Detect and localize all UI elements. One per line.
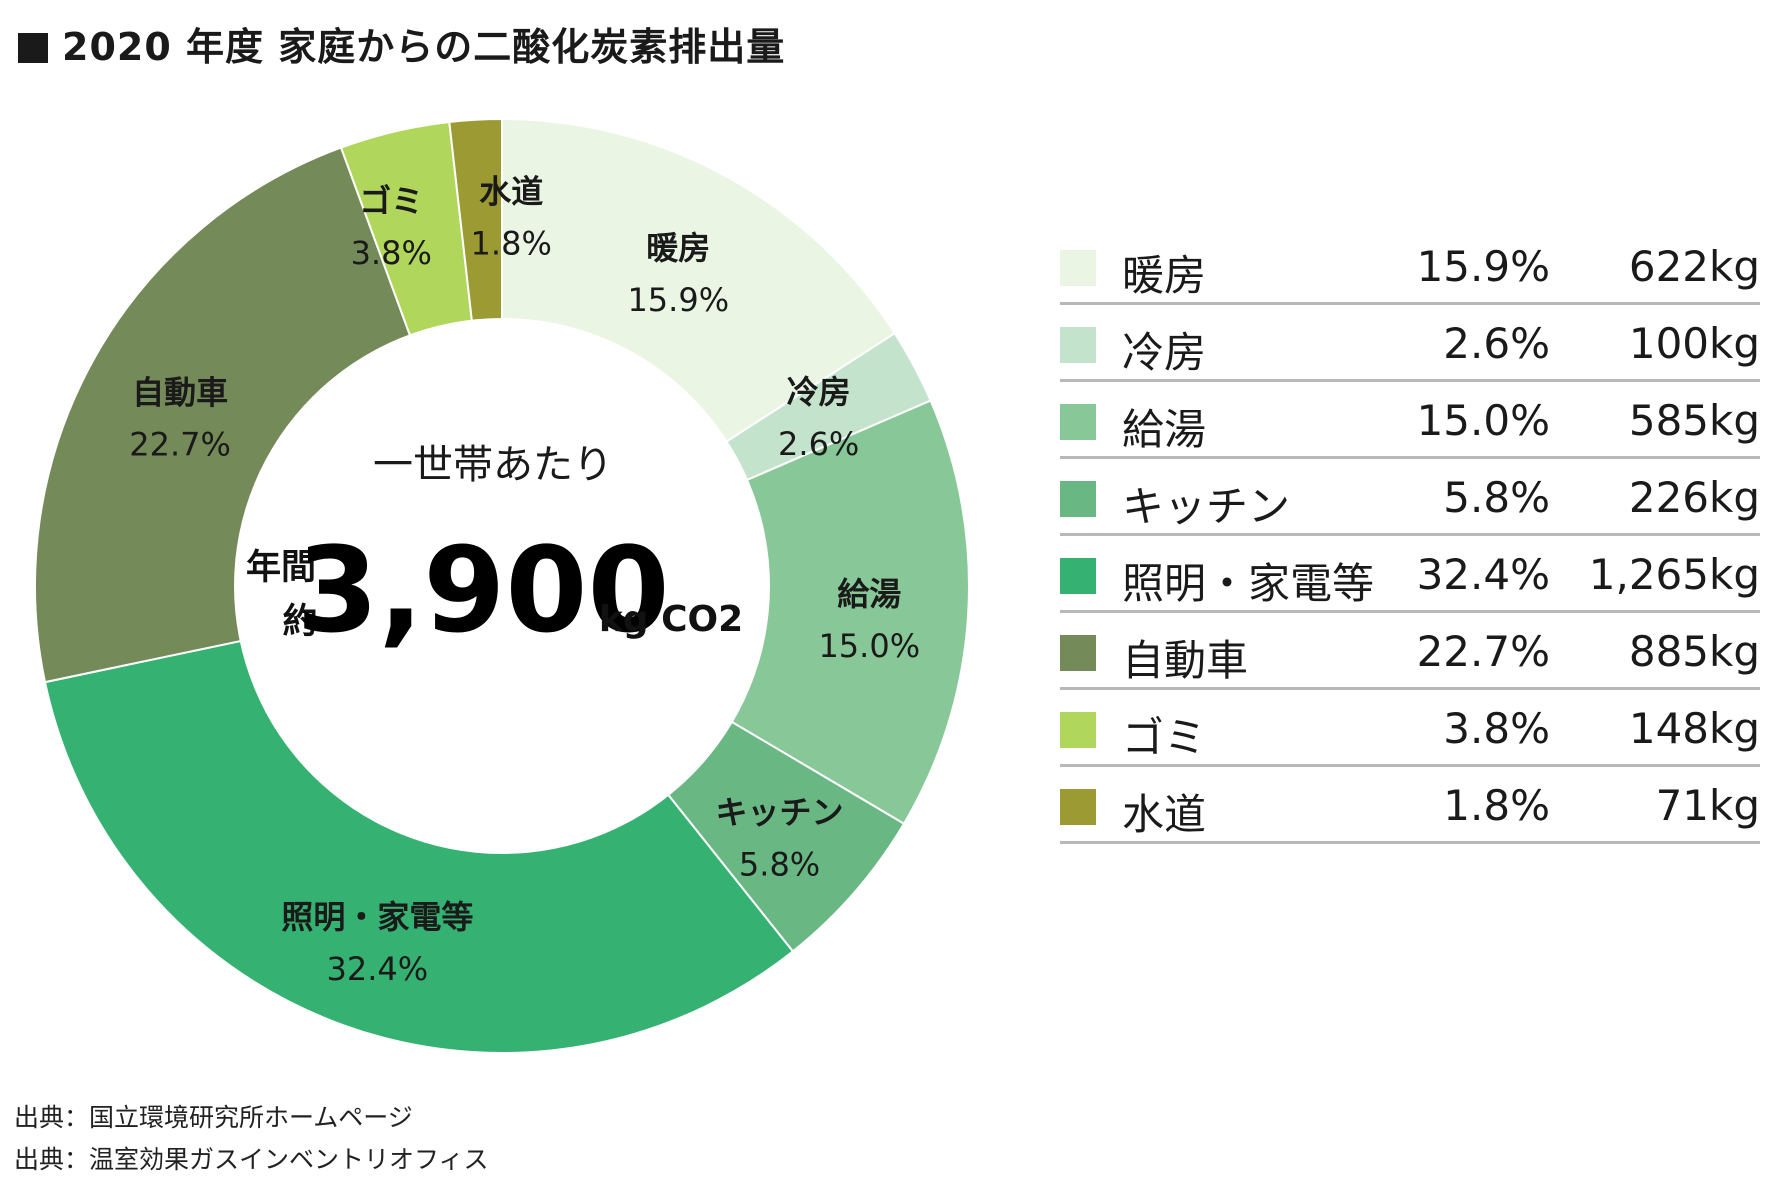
slice-percent-3: 5.8% [739,846,820,884]
slice-percent-7: 1.8% [471,225,552,263]
legend-percent: 5.8% [1443,473,1550,522]
slice-label-3: キッチン [716,794,844,832]
source-note-2: 出典：温室効果ガスインベントリオフィス [14,1145,489,1174]
legend-kg: 148kg [1628,704,1760,753]
legend-swatch [1060,558,1096,594]
title-square-icon [18,33,48,63]
slice-label-5: 自動車 [132,374,228,412]
legend: 暖房 15.9% 622kg 冷房 2.6% 100kg 給湯 15.0% 585kg キッチン 5… [1060,230,1760,846]
legend-row: ゴミ 3.8% 148kg [1060,692,1760,767]
legend-kg: 622kg [1628,242,1760,291]
legend-row: 暖房 15.9% 622kg [1060,230,1760,305]
legend-kg: 885kg [1628,627,1760,676]
slice-label-0: 暖房 [646,229,710,267]
legend-percent: 3.8% [1443,704,1550,753]
legend-percent: 32.4% [1416,550,1550,599]
slice-percent-5: 22.7% [129,426,231,464]
slice-percent-4: 32.4% [327,950,429,988]
legend-kg: 1,265kg [1588,550,1760,599]
center-label-annual: 年間 [246,548,316,588]
center-label-approx: 約 [282,602,317,642]
legend-percent: 22.7% [1416,627,1550,676]
legend-name: キッチン [1122,482,1291,531]
legend-row: 水道 1.8% 71kg [1060,769,1760,844]
legend-swatch [1060,250,1096,286]
legend-swatch [1060,635,1096,671]
legend-name: 照明・家電等 [1122,559,1375,608]
legend-swatch [1060,481,1096,517]
chart-title: 2020 年度 家庭からの二酸化炭素排出量 [18,16,785,71]
legend-percent: 2.6% [1443,319,1550,368]
legend-percent: 15.0% [1416,396,1550,445]
legend-kg: 100kg [1628,319,1760,368]
slice-label-4: 照明・家電等 [281,898,473,936]
legend-name: 水道 [1122,790,1207,839]
slice-percent-6: 3.8% [351,234,432,272]
legend-swatch [1060,712,1096,748]
legend-swatch [1060,327,1096,363]
slice-label-2: 給湯 [837,575,901,613]
legend-row: 冷房 2.6% 100kg [1060,307,1760,382]
slice-percent-1: 2.6% [778,425,859,463]
donut-hole [234,318,770,854]
legend-kg: 71kg [1655,781,1760,830]
legend-swatch [1060,789,1096,825]
center-subtitle: 一世帯あたり [373,442,613,488]
chart-title-text: 2020 年度 家庭からの二酸化炭素排出量 [62,25,786,69]
slice-label-1: 冷房 [787,373,851,411]
legend-name: 給湯 [1122,405,1207,454]
legend-name: 冷房 [1122,328,1207,377]
center-unit: kg CO2 [599,599,743,640]
legend-row: 自動車 22.7% 885kg [1060,615,1760,690]
legend-kg: 226kg [1628,473,1760,522]
legend-name: ゴミ [1122,713,1207,762]
slice-percent-2: 15.0% [818,627,920,665]
legend-swatch [1060,404,1096,440]
slice-label-7: 水道 [479,173,543,211]
source-note-1: 出典：国立環境研究所ホームページ [14,1103,413,1132]
legend-name: 自動車 [1122,636,1249,685]
slice-label-6: ゴミ [359,182,423,220]
legend-kg: 585kg [1628,396,1760,445]
legend-row: 給湯 15.0% 585kg [1060,384,1760,459]
legend-percent: 15.9% [1416,242,1550,291]
legend-name: 暖房 [1122,251,1207,300]
legend-row: 照明・家電等 32.4% 1,265kg [1060,538,1760,613]
legend-row: キッチン 5.8% 226kg [1060,461,1760,536]
slice-percent-0: 15.9% [627,281,729,319]
center-total-value: 3,900 [296,521,669,659]
legend-percent: 1.8% [1443,781,1550,830]
